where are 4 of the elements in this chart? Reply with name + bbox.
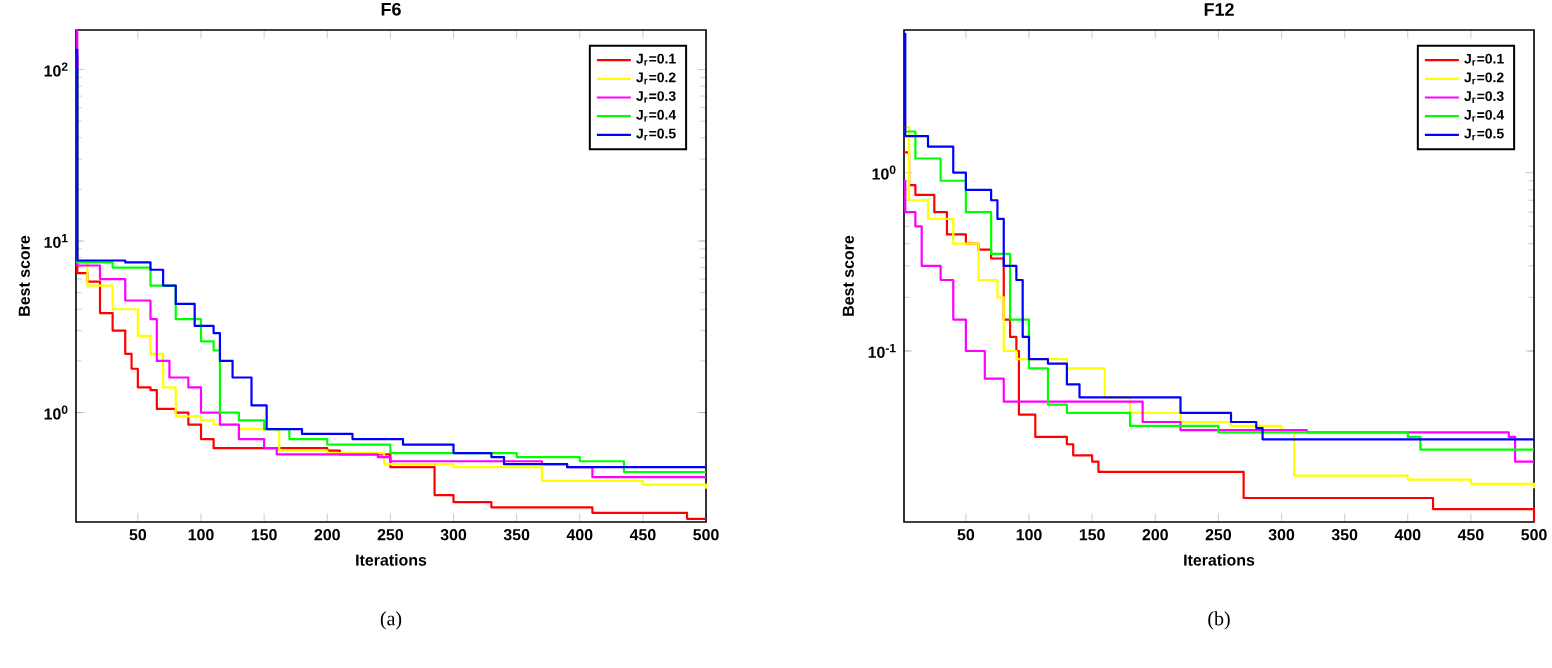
chart-title: F12 (1204, 3, 1234, 16)
text: (a) (380, 611, 402, 630)
chart-title: F6 (381, 2, 401, 16)
text: (b) (1208, 611, 1230, 630)
